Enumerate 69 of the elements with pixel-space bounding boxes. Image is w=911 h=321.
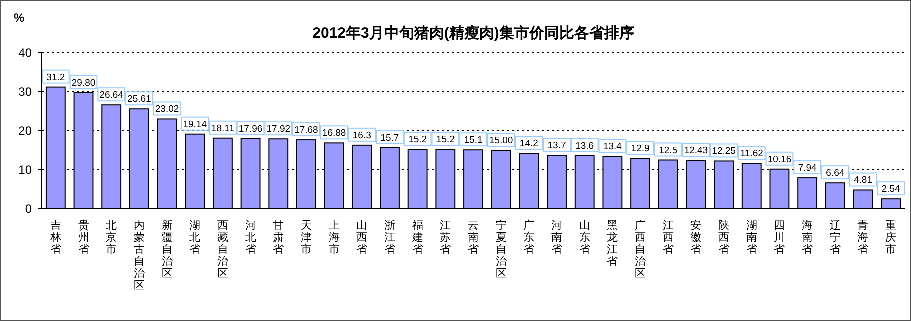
- data-label: 12.43: [684, 146, 708, 157]
- x-tick-label: 湖南省: [746, 220, 758, 256]
- x-tick-label: 福建省: [411, 219, 424, 256]
- x-tick-label: 甘肃省: [273, 219, 284, 256]
- data-label: 17.92: [266, 124, 291, 136]
- chart-title: 2012年3月中旬猪肉(精瘦肉)集市价同比各省排序: [312, 24, 634, 42]
- x-tick-label: 广东省: [524, 219, 535, 256]
- data-label: 2.54: [882, 184, 900, 196]
- x-tick-label: 江西省: [662, 220, 674, 256]
- data-label: 13.6: [576, 140, 594, 152]
- x-tick-label: 安徽省: [690, 219, 702, 256]
- data-label: 25.61: [128, 94, 152, 106]
- y-tick-label: 20: [18, 124, 32, 138]
- x-tick-label: 海南省: [802, 220, 814, 256]
- y-tick-label: 30: [18, 85, 32, 99]
- data-label: 16.3: [352, 130, 372, 142]
- x-tick-label: 上海市: [328, 219, 340, 256]
- x-tick-label: 内蒙古自治区: [134, 219, 145, 292]
- x-tick-label: 青海省: [858, 219, 869, 256]
- data-label: 16.88: [322, 128, 346, 140]
- data-label: 11.62: [740, 148, 764, 160]
- x-tick-label: 山西省: [356, 219, 368, 256]
- x-tick-label: 广西自治区: [635, 219, 646, 280]
- data-label: 12.5: [659, 145, 678, 156]
- data-label: 17.68: [294, 125, 318, 136]
- x-tick-label: 北京市: [106, 219, 118, 256]
- y-tick-label: 0: [25, 202, 32, 216]
- x-tick-label: 重庆市: [886, 219, 897, 256]
- y-tick-label: 10: [18, 163, 32, 177]
- x-tick-label: 江苏省: [440, 220, 452, 256]
- x-tick-label: 河南省: [552, 220, 563, 256]
- data-label: 10.16: [768, 154, 792, 166]
- data-label: 23.02: [155, 104, 180, 116]
- x-tick-label: 山东省: [579, 219, 590, 256]
- data-label: 15.00: [489, 136, 514, 146]
- data-label: 29.80: [72, 78, 96, 89]
- data-label: 15.7: [380, 132, 400, 144]
- x-tick-label: 天津市: [300, 220, 312, 256]
- data-label: 14.2: [520, 138, 538, 150]
- data-label: 15.2: [408, 134, 428, 146]
- x-tick-label: 云南省: [468, 220, 479, 256]
- data-label: 17.96: [238, 124, 263, 135]
- x-tick-label: 宁夏自治区: [496, 219, 507, 280]
- data-label: 26.64: [100, 90, 124, 102]
- data-label: 31.2: [46, 72, 66, 84]
- x-tick-label: 新疆自治区: [162, 219, 173, 280]
- x-tick-label: 河北省: [245, 220, 256, 256]
- data-label: 15.2: [436, 134, 455, 146]
- data-label: 18.11: [211, 123, 234, 134]
- data-label: 15.1: [464, 135, 483, 146]
- x-tick-label: 黑龙江省: [607, 220, 618, 268]
- data-label: 4.81: [854, 175, 872, 186]
- x-tick-label: 辽宁省: [830, 220, 841, 256]
- data-label: 19.14: [183, 119, 208, 130]
- y-tick-label: 40: [18, 46, 32, 60]
- data-label: 13.4: [603, 142, 622, 153]
- y-axis-title: %: [14, 11, 25, 25]
- x-tick-label: 西藏自治区: [217, 220, 228, 280]
- x-tick-label: 四川省: [774, 220, 786, 256]
- x-tick-label: 浙江省: [384, 219, 396, 256]
- data-label: 12.9: [631, 144, 650, 155]
- x-tick-label: 吉林省: [49, 219, 62, 256]
- data-label: 6.64: [826, 168, 845, 180]
- data-label: 7.94: [798, 163, 817, 174]
- x-tick-label: 贵州省: [78, 219, 90, 256]
- data-label: 12.25: [712, 146, 736, 158]
- x-tick-label: 陕西省: [718, 220, 730, 256]
- x-tick-label: 湖北省: [190, 220, 201, 256]
- data-label: 13.7: [548, 140, 566, 152]
